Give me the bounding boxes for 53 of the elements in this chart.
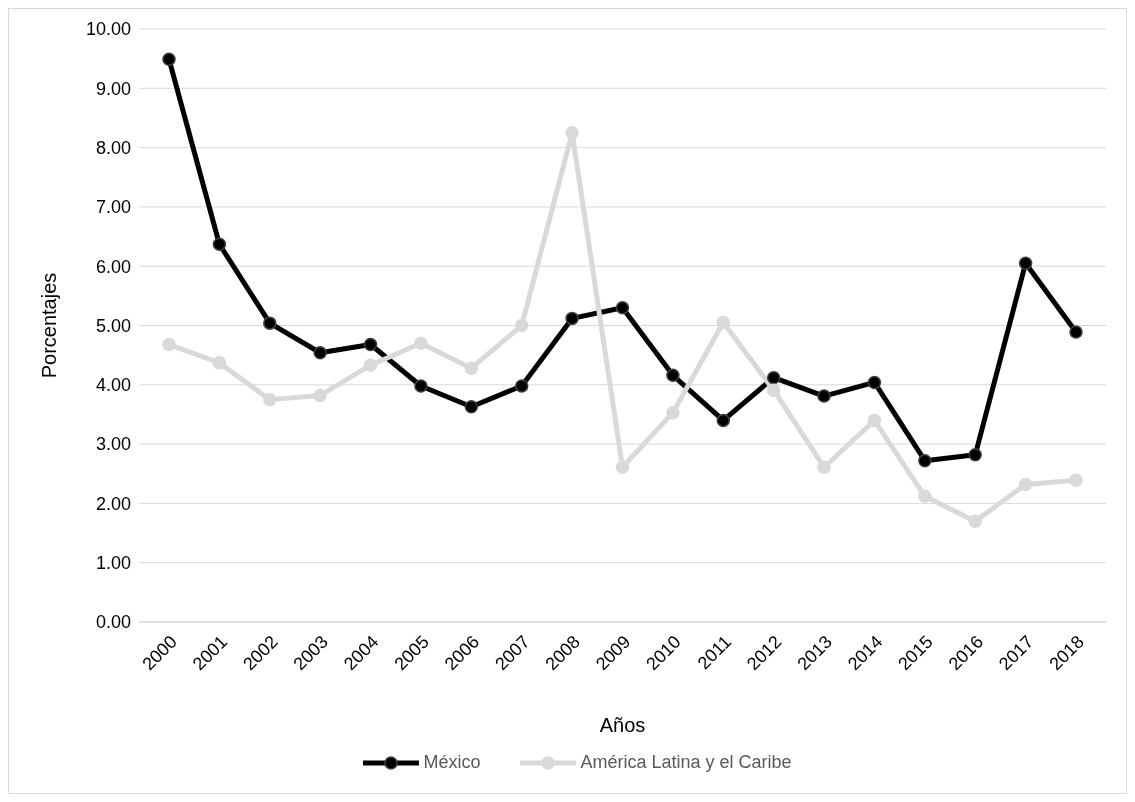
point — [514, 379, 529, 393]
point — [867, 413, 882, 428]
point — [817, 460, 831, 474]
y-tick-label: 3.00 — [95, 434, 131, 455]
point — [1069, 325, 1083, 339]
point — [162, 337, 176, 352]
y-tick-label: 2.00 — [95, 493, 131, 514]
point — [363, 337, 378, 352]
legend-label: América Latina y el Caribe — [580, 752, 792, 773]
point — [615, 460, 630, 474]
y-axis-title: Porcentajes — [38, 272, 61, 379]
point — [766, 383, 781, 397]
point — [1018, 477, 1033, 492]
point — [565, 126, 579, 140]
y-tick-label: 7.00 — [95, 197, 131, 218]
point — [313, 346, 327, 360]
point — [918, 453, 932, 468]
point — [363, 358, 378, 372]
point — [565, 311, 579, 326]
point — [414, 336, 428, 351]
y-tick-label: 6.00 — [95, 256, 131, 277]
point — [817, 389, 831, 403]
point — [414, 379, 428, 393]
point — [1018, 256, 1033, 270]
y-tick-label: 4.00 — [95, 375, 131, 396]
point — [263, 392, 277, 407]
point — [867, 375, 882, 390]
point — [313, 388, 327, 403]
point — [514, 318, 529, 333]
y-tick-label: 8.00 — [95, 137, 131, 158]
point — [666, 368, 680, 383]
point — [716, 315, 731, 330]
point — [615, 300, 630, 315]
point — [968, 448, 982, 462]
point — [716, 413, 731, 428]
y-tick-label: 1.00 — [95, 553, 131, 574]
point — [766, 370, 781, 385]
point — [212, 237, 227, 252]
y-tick-label: 5.00 — [95, 315, 131, 336]
point — [464, 399, 479, 414]
x-axis-title: Años — [599, 714, 646, 736]
point — [162, 52, 176, 66]
point — [263, 316, 277, 330]
point — [968, 514, 982, 528]
point — [918, 489, 932, 504]
point — [666, 405, 680, 420]
legend-label: México — [423, 752, 481, 773]
point — [212, 356, 227, 370]
point — [1069, 473, 1083, 488]
point — [464, 361, 479, 375]
y-tick-label: 0.00 — [95, 612, 131, 633]
y-tick-label: 10.00 — [85, 19, 131, 40]
y-tick-label: 9.00 — [95, 78, 131, 99]
